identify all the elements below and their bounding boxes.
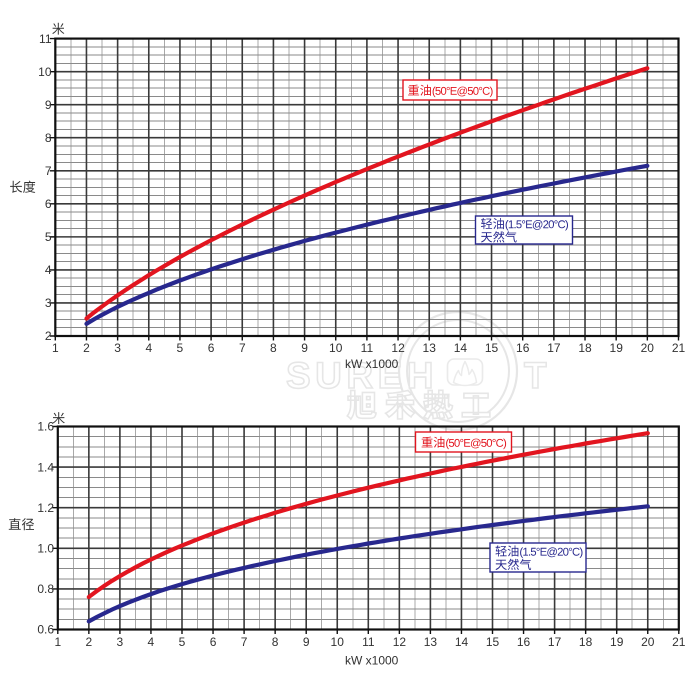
svg-text:7: 7 [241, 635, 248, 649]
svg-text:9: 9 [303, 635, 310, 649]
svg-text:8: 8 [45, 131, 52, 145]
svg-text:1: 1 [52, 341, 59, 355]
svg-text:0.6: 0.6 [37, 623, 54, 637]
svg-text:1.4: 1.4 [37, 460, 54, 474]
svg-text:3: 3 [117, 635, 124, 649]
svg-text:19: 19 [610, 635, 624, 649]
svg-text:16: 16 [516, 341, 530, 355]
svg-text:12: 12 [391, 341, 405, 355]
svg-text:7: 7 [45, 164, 52, 178]
svg-text:11: 11 [362, 635, 375, 649]
svg-text:4: 4 [148, 635, 155, 649]
svg-text:2: 2 [85, 635, 92, 649]
svg-text:1.2: 1.2 [37, 501, 54, 515]
svg-text:3: 3 [45, 296, 52, 310]
svg-text:kW x1000: kW x1000 [345, 357, 399, 371]
svg-text:4: 4 [145, 341, 152, 355]
svg-text:17: 17 [548, 635, 562, 649]
svg-text:17: 17 [547, 341, 561, 355]
svg-text:10: 10 [329, 341, 343, 355]
svg-text:15: 15 [486, 635, 500, 649]
svg-text:1.0: 1.0 [37, 542, 54, 556]
svg-text:5: 5 [177, 341, 184, 355]
svg-text:1: 1 [54, 635, 61, 649]
svg-text:10: 10 [331, 635, 345, 649]
svg-text:5: 5 [179, 635, 186, 649]
svg-text:kW x1000: kW x1000 [345, 654, 399, 668]
svg-text:12: 12 [393, 635, 407, 649]
svg-text:20: 20 [641, 635, 655, 649]
svg-text:11: 11 [361, 341, 374, 355]
svg-text:2: 2 [83, 341, 90, 355]
svg-text:16: 16 [517, 635, 531, 649]
svg-text:2: 2 [45, 329, 52, 343]
svg-text:21: 21 [672, 635, 686, 649]
svg-text:14: 14 [454, 341, 468, 355]
svg-text:19: 19 [610, 341, 624, 355]
svg-text:1.6: 1.6 [37, 420, 54, 434]
svg-text:0.8: 0.8 [37, 582, 54, 596]
svg-text:15: 15 [485, 341, 499, 355]
svg-text:8: 8 [270, 341, 277, 355]
svg-text:9: 9 [301, 341, 308, 355]
svg-text:7: 7 [239, 341, 246, 355]
svg-text:11: 11 [39, 32, 52, 46]
svg-text:20: 20 [641, 341, 655, 355]
svg-text:9: 9 [45, 98, 52, 112]
svg-text:18: 18 [579, 635, 593, 649]
svg-text:6: 6 [208, 341, 215, 355]
svg-text:13: 13 [424, 635, 438, 649]
svg-text:10: 10 [38, 65, 52, 79]
svg-text:3: 3 [114, 341, 121, 355]
svg-text:5: 5 [45, 230, 52, 244]
svg-text:6: 6 [45, 197, 52, 211]
svg-text:13: 13 [423, 341, 437, 355]
svg-text:21: 21 [672, 341, 686, 355]
svg-text:6: 6 [210, 635, 217, 649]
svg-text:4: 4 [45, 263, 52, 277]
svg-text:8: 8 [272, 635, 279, 649]
svg-text:14: 14 [455, 635, 469, 649]
svg-text:18: 18 [578, 341, 592, 355]
